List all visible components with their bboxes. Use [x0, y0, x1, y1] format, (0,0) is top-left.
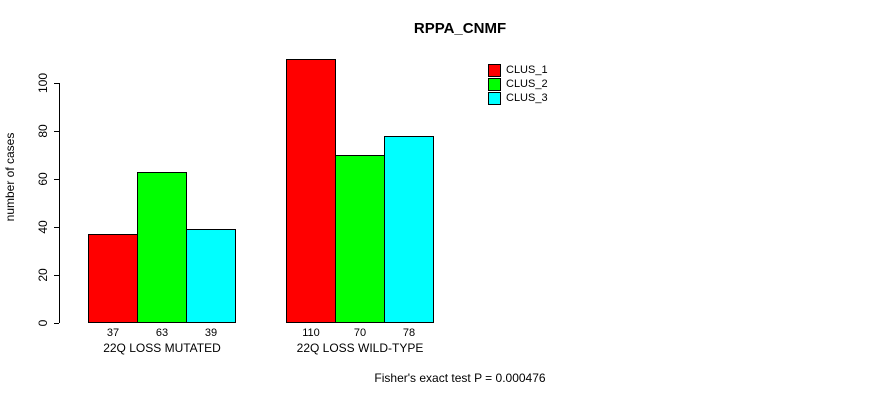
y-axis-tick	[54, 274, 59, 276]
legend-swatch-clus-3	[488, 91, 501, 105]
y-axis-tick-label: 40	[36, 220, 50, 234]
bar-value-label: 110	[302, 327, 320, 339]
legend: CLUS_1 CLUS_2 CLUS_3	[488, 63, 548, 105]
bar-value-label: 70	[353, 327, 367, 339]
bar-value-label: 78	[402, 327, 416, 339]
bar-value-label: 37	[106, 327, 120, 339]
x-axis-category-label: 22Q LOSS MUTATED	[103, 341, 221, 355]
legend-row: CLUS_1	[488, 63, 548, 77]
y-axis-line	[59, 83, 60, 323]
bar-clus-1-group1	[88, 234, 138, 323]
bar-value-label: 63	[155, 327, 169, 339]
chart-title: RPPA_CNMF	[413, 20, 507, 37]
x-axis-category-label: 22Q LOSS WILD-TYPE	[296, 341, 424, 355]
y-axis-tick-label: 20	[36, 268, 50, 282]
legend-label: CLUS_3	[506, 92, 548, 104]
bar-clus-2-group1	[137, 171, 187, 323]
bar-clus-2-group2	[335, 155, 385, 323]
y-axis-tick	[54, 226, 59, 228]
bar-clus-1-group2	[286, 59, 336, 323]
bar-value-label: 39	[204, 327, 218, 339]
y-axis-tick	[54, 130, 59, 132]
y-axis-tick-label: 80	[36, 124, 50, 138]
legend-row: CLUS_2	[488, 77, 548, 91]
y-axis-tick	[54, 178, 59, 180]
y-axis-tick	[54, 82, 59, 84]
y-axis-tick-label: 60	[36, 172, 50, 186]
legend-swatch-clus-1	[488, 63, 501, 77]
bar-clus-3-group2	[384, 135, 434, 323]
bar-clus-3-group1	[186, 229, 236, 323]
y-axis-tick	[54, 322, 59, 324]
y-axis-tick-label: 100	[36, 72, 50, 94]
fisher-test-annotation: Fisher's exact test P = 0.000476	[374, 371, 546, 385]
legend-label: CLUS_1	[506, 64, 548, 76]
legend-label: CLUS_2	[506, 78, 548, 90]
legend-swatch-clus-2	[488, 77, 501, 91]
y-axis-tick-label: 0	[36, 319, 50, 327]
legend-row: CLUS_3	[488, 91, 548, 105]
